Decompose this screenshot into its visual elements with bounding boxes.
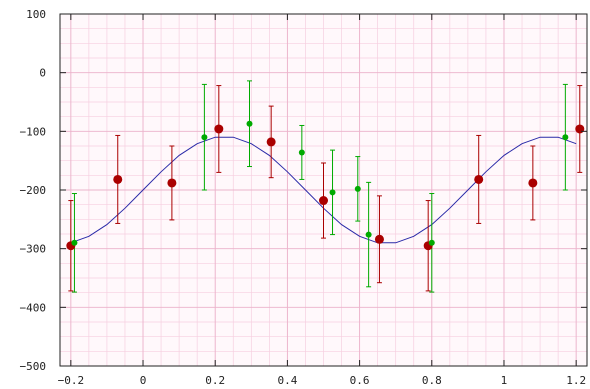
data-point	[374, 234, 384, 244]
x-tick-label: 1	[501, 374, 508, 387]
x-tick-label: 0.8	[422, 374, 442, 387]
y-tick-label: −300	[20, 243, 47, 256]
data-point	[266, 137, 276, 147]
data-point	[354, 185, 361, 192]
x-tick-label: −0.2	[58, 374, 85, 387]
data-point	[246, 120, 253, 127]
data-point	[113, 174, 123, 184]
data-point	[428, 239, 435, 246]
y-tick-label: −400	[20, 301, 47, 314]
data-point	[214, 124, 224, 134]
data-point	[528, 178, 538, 188]
x-tick-label: 1.2	[566, 374, 586, 387]
x-tick-label: 0.2	[205, 374, 225, 387]
data-point	[575, 124, 585, 134]
data-point	[329, 189, 336, 196]
x-axis-tick-labels: −0.2 0 0.2 0.4 0.6 0.8 1 1.2	[58, 374, 587, 387]
data-point	[474, 174, 484, 184]
data-point	[298, 149, 305, 156]
data-point	[71, 239, 78, 246]
y-tick-label: 0	[39, 67, 46, 80]
data-point	[319, 196, 328, 206]
y-tick-label: 100	[26, 8, 46, 21]
x-tick-label: 0	[140, 374, 147, 387]
y-tick-label: −500	[20, 360, 47, 373]
data-point	[201, 134, 208, 141]
y-tick-label: −100	[20, 125, 47, 138]
y-tick-label: −200	[20, 184, 47, 197]
data-markers	[66, 120, 585, 251]
data-point	[167, 178, 177, 188]
y-axis-tick-labels: 100 0 −100 −200 −300 −400 −500	[20, 8, 47, 373]
x-tick-label: 0.6	[350, 374, 370, 387]
data-point	[562, 134, 569, 141]
x-tick-label: 0.4	[277, 374, 297, 387]
axis-ticks	[60, 13, 587, 367]
data-point	[365, 231, 372, 238]
